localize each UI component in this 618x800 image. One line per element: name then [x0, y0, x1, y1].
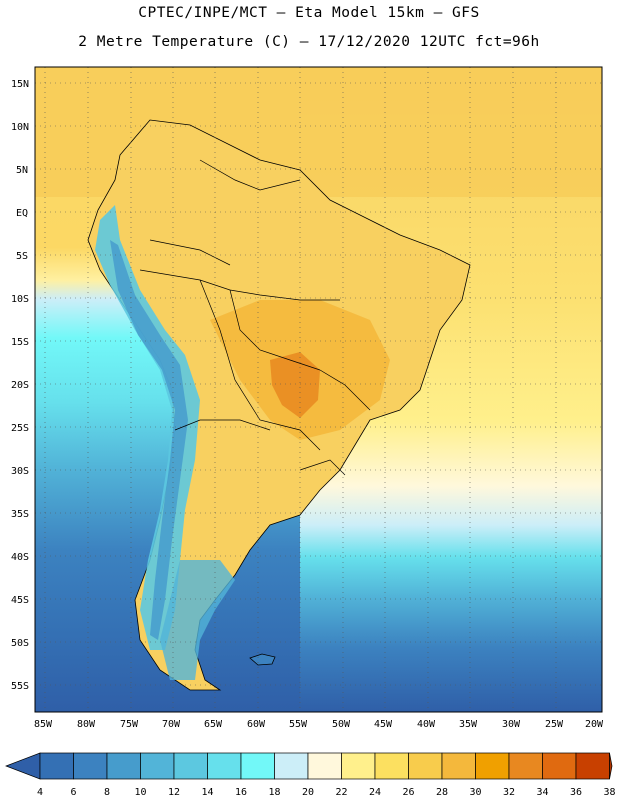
lat-label: 20S	[11, 380, 29, 391]
colorbar-swatch	[140, 752, 175, 780]
lat-label: 30S	[11, 466, 29, 477]
colorbar-label: 26	[402, 787, 414, 798]
map-frame	[34, 66, 603, 713]
lon-label: 85W	[34, 719, 53, 730]
colorbar-label: 38	[603, 787, 615, 798]
colorbar-swatch	[307, 752, 342, 780]
andes-cold-band	[95, 205, 200, 650]
lat-label: EQ	[16, 208, 28, 219]
lat-label: 5N	[16, 165, 28, 176]
lon-label: 60W	[247, 719, 266, 730]
lon-label: 35W	[459, 719, 478, 730]
colorbar-label: 16	[235, 787, 247, 798]
colorbar-swatch	[207, 752, 242, 780]
lat-label: 15N	[11, 79, 29, 90]
lon-label: 20W	[585, 719, 604, 730]
lat-label: 15S	[11, 337, 29, 348]
colorbar-label: 18	[268, 787, 280, 798]
longitude-axis: 85W 80W 75W 70W 65W 60W 55W 50W 45W 40W …	[34, 719, 604, 730]
colorbar-swatch	[508, 752, 543, 780]
lat-label: 50S	[11, 638, 29, 649]
falkland-islands	[249, 653, 276, 666]
lat-label: 35S	[11, 509, 29, 520]
lat-label: 45S	[11, 595, 29, 606]
lat-label: 5S	[16, 251, 28, 262]
colorbar-swatch	[240, 752, 275, 780]
country-borders	[139, 159, 371, 476]
lon-label: 65W	[204, 719, 223, 730]
map-area	[35, 67, 602, 712]
colorbar-swatch	[341, 752, 376, 780]
lon-label: 45W	[374, 719, 393, 730]
colorbar-label: 34	[536, 787, 548, 798]
colorbar: 4 6 8 10 12 14 16 18 20 22 24 26 28 30 32 34 36 38	[5, 752, 616, 798]
lat-label: 10S	[11, 294, 29, 305]
colorbar-label: 22	[335, 787, 347, 798]
colorbar-swatch	[274, 752, 309, 780]
lat-label: 40S	[11, 552, 29, 563]
lon-label: 55W	[289, 719, 308, 730]
colorbar-swatch	[73, 752, 108, 780]
colorbar-label: 14	[201, 787, 213, 798]
colorbar-label: 8	[104, 787, 110, 798]
colorbar-label: 28	[436, 787, 448, 798]
lon-label: 75W	[120, 719, 139, 730]
latitude-axis: 15N 10N 5N EQ 5S 10S 15S 20S 25S 30S 35S…	[11, 79, 29, 692]
interior-hottest-core	[270, 352, 320, 418]
lat-label: 25S	[11, 423, 29, 434]
colorbar-swatch	[374, 752, 409, 780]
colorbar-label: 20	[302, 787, 314, 798]
colorbar-label: 6	[70, 787, 76, 798]
colorbar-arrow-high	[609, 752, 613, 780]
colorbar-swatch	[106, 752, 141, 780]
colorbar-swatch	[39, 752, 74, 780]
colorbar-label: 24	[369, 787, 381, 798]
colorbar-swatch	[173, 752, 208, 780]
colorbar-swatch	[441, 752, 476, 780]
lon-label: 50W	[332, 719, 351, 730]
colorbar-swatch	[575, 752, 610, 780]
colorbar-label: 30	[469, 787, 481, 798]
colorbar-swatch	[408, 752, 443, 780]
lon-label: 70W	[162, 719, 181, 730]
colorbar-label: 36	[570, 787, 582, 798]
lon-label: 30W	[502, 719, 521, 730]
map-title-line2: 2 Metre Temperature (C) – 17/12/2020 12U…	[78, 34, 540, 50]
lon-label: 40W	[417, 719, 436, 730]
colorbar-label: 4	[37, 787, 43, 798]
colorbar-label: 32	[503, 787, 515, 798]
colorbar-swatch	[475, 752, 510, 780]
colorbar-label: 10	[134, 787, 146, 798]
map-title-line1: CPTEC/INPE/MCT – Eta Model 15km – GFS	[138, 5, 480, 21]
colorbar-swatch	[542, 752, 577, 780]
andes-coldest-ridge	[110, 240, 188, 640]
lat-label: 10N	[11, 122, 29, 133]
lon-label: 80W	[77, 719, 96, 730]
colorbar-label: 12	[168, 787, 180, 798]
lat-label: 55S	[11, 681, 29, 692]
colorbar-arrow-low	[5, 752, 41, 780]
patagonia-cool	[160, 560, 235, 680]
lon-label: 25W	[545, 719, 564, 730]
